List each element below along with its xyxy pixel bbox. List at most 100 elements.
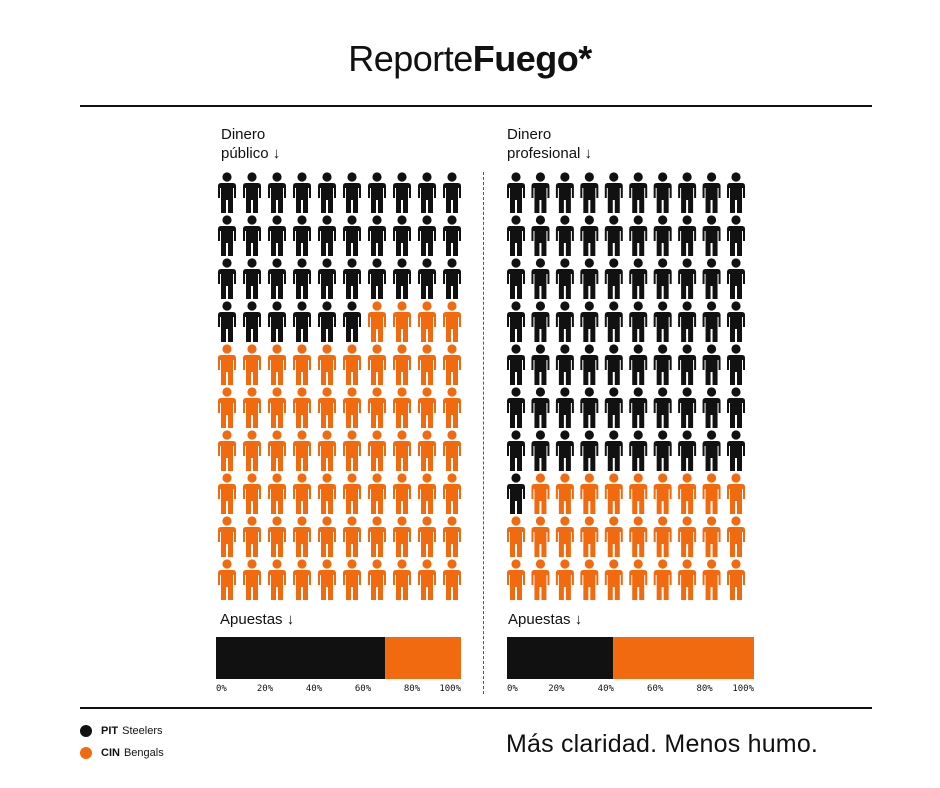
person-icon-cin xyxy=(653,473,672,514)
person-icon-pit xyxy=(629,344,648,385)
person-icon-cin xyxy=(368,473,386,514)
axis-tick-label: 60% xyxy=(647,684,664,694)
person-icon-cin xyxy=(531,516,550,557)
person-icon-pit xyxy=(555,258,574,299)
legend: PIT Steelers CIN Bengals xyxy=(80,720,164,764)
person-icon-pit xyxy=(727,344,745,385)
person-icon-cin xyxy=(604,473,623,514)
bets-right-label: Apuestas ↓ xyxy=(508,611,583,628)
person-icon-pit xyxy=(604,172,623,213)
person-icon-cin xyxy=(531,473,550,514)
person-icon-cin xyxy=(555,516,574,557)
person-icon-cin xyxy=(293,430,311,471)
person-icon-pit xyxy=(604,387,623,428)
axis-tick-label: 60% xyxy=(354,684,372,694)
person-icon-pit xyxy=(580,172,599,213)
person-icon-pit xyxy=(727,430,745,471)
legend-item-cin: CIN Bengals xyxy=(80,742,164,764)
person-icon-pit xyxy=(507,172,525,213)
person-icon-cin xyxy=(243,430,261,471)
axis-tick-label: 0% xyxy=(507,684,518,694)
person-icon-cin xyxy=(580,473,599,514)
person-icon-cin xyxy=(555,559,574,600)
person-icon-pit xyxy=(368,215,386,256)
person-icon-pit xyxy=(580,258,599,299)
pro-money-label: Dinero profesional ↓ xyxy=(507,125,592,163)
person-icon-cin xyxy=(293,516,311,557)
person-icon-cin xyxy=(268,430,286,471)
person-icon-pit xyxy=(531,215,550,256)
person-icon-cin xyxy=(418,559,436,600)
person-icon-cin xyxy=(393,516,411,557)
person-icon-pit xyxy=(343,172,361,213)
person-icon-pit xyxy=(678,215,697,256)
person-icon-cin xyxy=(443,344,461,385)
person-icon-cin xyxy=(368,559,386,600)
person-icon-cin xyxy=(443,387,461,428)
person-icon-cin xyxy=(443,516,461,557)
person-icon-cin xyxy=(318,430,336,471)
person-icon-cin xyxy=(243,387,261,428)
person-icon-cin xyxy=(727,473,745,514)
bottom-rule xyxy=(80,707,872,709)
person-icon-pit xyxy=(629,172,648,213)
person-icon-cin xyxy=(443,473,461,514)
person-icon-pit xyxy=(604,301,623,342)
person-icon-pit xyxy=(343,301,361,342)
person-icon-pit xyxy=(318,301,336,342)
axis-tick-label: 40% xyxy=(305,684,323,694)
person-icon-pit xyxy=(268,258,286,299)
person-icon-pit xyxy=(555,344,574,385)
person-icon-pit xyxy=(368,172,386,213)
person-icon-cin xyxy=(243,473,261,514)
bets-left-label: Apuestas ↓ xyxy=(220,611,295,628)
person-icon-cin xyxy=(368,344,386,385)
person-icon-cin xyxy=(418,387,436,428)
person-icon-pit xyxy=(318,172,336,213)
person-icon-pit xyxy=(580,215,599,256)
person-icon-pit xyxy=(507,301,525,342)
bar-segment-pit xyxy=(507,637,614,679)
person-icon-cin xyxy=(418,430,436,471)
person-icon-pit xyxy=(555,215,574,256)
person-icon-cin xyxy=(418,516,436,557)
person-icon-pit xyxy=(653,215,672,256)
legend-pit-name: Steelers xyxy=(122,725,163,737)
person-icon-cin xyxy=(368,516,386,557)
cin-swatch xyxy=(80,747,92,759)
person-icon-pit xyxy=(727,215,745,256)
person-icon-pit xyxy=(653,387,672,428)
person-icon-pit xyxy=(418,172,436,213)
person-icon-cin xyxy=(293,344,311,385)
top-rule xyxy=(80,105,872,107)
person-icon-pit xyxy=(678,387,697,428)
person-icon-pit xyxy=(678,344,697,385)
person-icon-pit xyxy=(653,172,672,213)
person-icon-cin xyxy=(629,559,648,600)
person-icon-pit xyxy=(629,215,648,256)
person-icon-pit xyxy=(702,172,721,213)
person-icon-pit xyxy=(678,301,697,342)
person-icon-cin xyxy=(343,430,361,471)
person-icon-pit xyxy=(268,301,286,342)
person-icon-cin xyxy=(268,344,286,385)
pro-money-label-line1: Dinero xyxy=(507,126,552,143)
person-icon-pit xyxy=(555,387,574,428)
title-bold: Fuego* xyxy=(472,38,593,79)
person-icon-cin xyxy=(218,559,236,600)
person-icon-pit xyxy=(243,215,261,256)
person-icon-pit xyxy=(678,172,697,213)
person-icon-pit xyxy=(507,430,525,471)
person-icon-cin xyxy=(218,430,236,471)
person-icon-cin xyxy=(604,559,623,600)
person-icon-cin xyxy=(678,559,697,600)
person-icon-cin xyxy=(218,387,236,428)
person-icon-pit xyxy=(443,172,461,213)
person-icon-cin xyxy=(653,559,672,600)
person-icon-pit xyxy=(531,430,550,471)
person-icon-cin xyxy=(443,559,461,600)
person-icon-pit xyxy=(218,301,236,342)
person-icon-cin xyxy=(702,559,721,600)
person-icon-pit xyxy=(653,301,672,342)
person-icon-pit xyxy=(678,258,697,299)
